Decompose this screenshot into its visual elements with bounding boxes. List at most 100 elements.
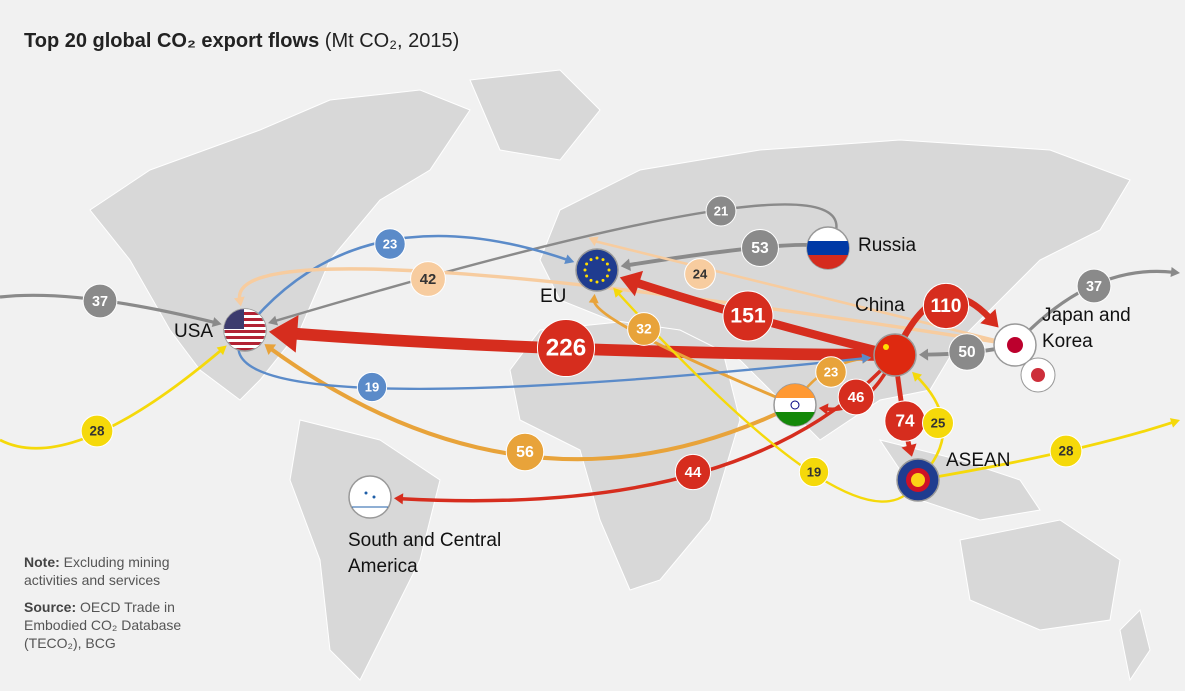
stripe xyxy=(224,327,266,330)
arrowhead xyxy=(588,236,599,247)
star xyxy=(583,268,587,272)
chakra xyxy=(790,400,800,410)
star xyxy=(585,262,589,266)
flow-badge xyxy=(1076,268,1112,304)
flag xyxy=(348,475,392,519)
flag-detail xyxy=(352,491,388,508)
flow-badge xyxy=(922,407,954,439)
south-america xyxy=(289,419,441,681)
stripe xyxy=(807,255,849,269)
flow-value: 32 xyxy=(636,321,652,337)
arrowhead xyxy=(918,348,929,361)
flag xyxy=(575,248,619,292)
flow-value: 23 xyxy=(383,236,397,251)
title: Top 20 global CO₂ export flows xyxy=(24,30,320,52)
stripe xyxy=(807,241,849,255)
star xyxy=(364,491,368,495)
new-zealand xyxy=(1119,609,1151,682)
arrowhead xyxy=(818,403,829,415)
star xyxy=(601,278,605,282)
flag-detail xyxy=(883,344,889,350)
region-label: Russia xyxy=(858,235,917,256)
stripe xyxy=(224,333,266,336)
arrowhead xyxy=(912,371,923,382)
arrowhead xyxy=(564,254,575,264)
arrowhead xyxy=(393,493,404,505)
flow-value: 19 xyxy=(365,379,379,394)
region-label: China xyxy=(855,295,905,316)
flag-detail xyxy=(774,384,816,426)
flow-value: 28 xyxy=(1059,444,1074,459)
flow-value: 37 xyxy=(92,294,108,310)
flow-badge xyxy=(684,258,716,290)
flow-badge xyxy=(837,378,875,416)
flow-value: 42 xyxy=(420,272,436,288)
star xyxy=(883,344,889,350)
flow-badge xyxy=(722,290,774,342)
flow-value: 37 xyxy=(1086,279,1102,295)
star xyxy=(585,274,589,278)
flow-value: 151 xyxy=(730,305,766,328)
sun xyxy=(1007,337,1023,353)
stripe xyxy=(224,315,266,318)
source: Source: OECD Trade in Embodied CO₂ Datab… xyxy=(24,598,204,652)
flow-value: 56 xyxy=(516,444,534,461)
stripe xyxy=(774,412,816,426)
star xyxy=(605,274,609,278)
flow-value: 226 xyxy=(546,334,586,361)
arrowhead xyxy=(588,293,599,304)
star xyxy=(605,262,609,266)
arrowhead xyxy=(613,287,623,298)
arrowhead xyxy=(1170,266,1180,278)
australia xyxy=(959,519,1121,631)
flow-badge xyxy=(1049,434,1083,468)
region-label: ASEAN xyxy=(946,450,1011,471)
stripe xyxy=(224,339,266,342)
stripe xyxy=(224,321,266,324)
flow-badge xyxy=(505,432,545,472)
flow-value: 25 xyxy=(931,415,946,430)
star xyxy=(607,268,611,272)
flow-value: 24 xyxy=(693,266,708,281)
flag-detail xyxy=(807,241,849,269)
star xyxy=(601,258,605,262)
stripe xyxy=(224,309,266,312)
flow-value: 110 xyxy=(930,296,961,317)
flow-badge xyxy=(798,456,830,488)
arrowhead xyxy=(620,258,631,272)
stripe xyxy=(774,384,816,398)
arrowhead xyxy=(264,344,277,356)
arrowhead xyxy=(619,270,644,297)
region-label: EU xyxy=(540,286,567,307)
arrowhead xyxy=(1169,418,1180,428)
north-america xyxy=(89,89,471,401)
note-label: Note: xyxy=(24,554,60,570)
arrowhead xyxy=(980,309,999,328)
flag-detail xyxy=(906,468,930,492)
arrowhead xyxy=(233,296,245,307)
flow-badge xyxy=(356,371,388,403)
star xyxy=(595,256,599,260)
region-label: Japan and Korea xyxy=(1042,305,1131,352)
flow-badge xyxy=(82,283,118,319)
star xyxy=(589,258,593,262)
flag-detail xyxy=(583,256,611,284)
flow-value: 46 xyxy=(848,389,865,406)
greenland xyxy=(469,69,601,161)
flow-value: 19 xyxy=(807,464,821,479)
star xyxy=(372,495,376,499)
flow-badge xyxy=(741,229,779,267)
continents xyxy=(89,69,1151,682)
flow-badge xyxy=(536,318,596,378)
flow-badge xyxy=(922,282,970,330)
title-block: Top 20 global CO₂ export flows (Mt CO₂, … xyxy=(24,30,459,53)
star xyxy=(595,280,599,284)
flag-detail xyxy=(1007,337,1023,353)
stripe xyxy=(224,345,266,348)
region-label: South and Central America xyxy=(348,530,502,577)
taegeuk xyxy=(1031,368,1045,382)
arrowhead xyxy=(861,353,872,364)
source-label: Source: xyxy=(24,599,77,615)
flow-value: 53 xyxy=(751,240,769,257)
